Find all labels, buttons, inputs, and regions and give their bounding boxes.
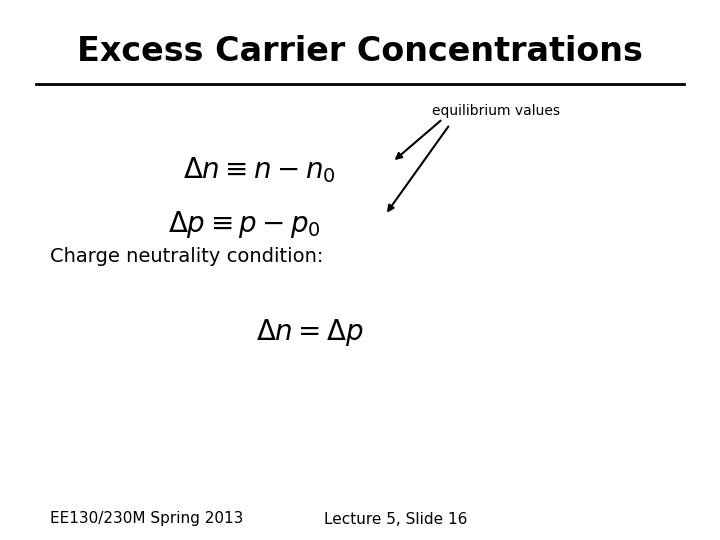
Text: $\Delta n \equiv n - n_0$: $\Delta n \equiv n - n_0$: [183, 155, 336, 185]
Text: Excess Carrier Concentrations: Excess Carrier Concentrations: [77, 35, 643, 68]
Text: Lecture 5, Slide 16: Lecture 5, Slide 16: [324, 511, 467, 526]
Text: $\Delta n = \Delta p$: $\Delta n = \Delta p$: [256, 316, 364, 348]
Text: $\Delta p \equiv p - p_0$: $\Delta p \equiv p - p_0$: [168, 208, 321, 240]
Text: equilibrium values: equilibrium values: [432, 104, 560, 118]
Text: Charge neutrality condition:: Charge neutrality condition:: [50, 247, 324, 266]
Text: EE130/230M Spring 2013: EE130/230M Spring 2013: [50, 511, 244, 526]
